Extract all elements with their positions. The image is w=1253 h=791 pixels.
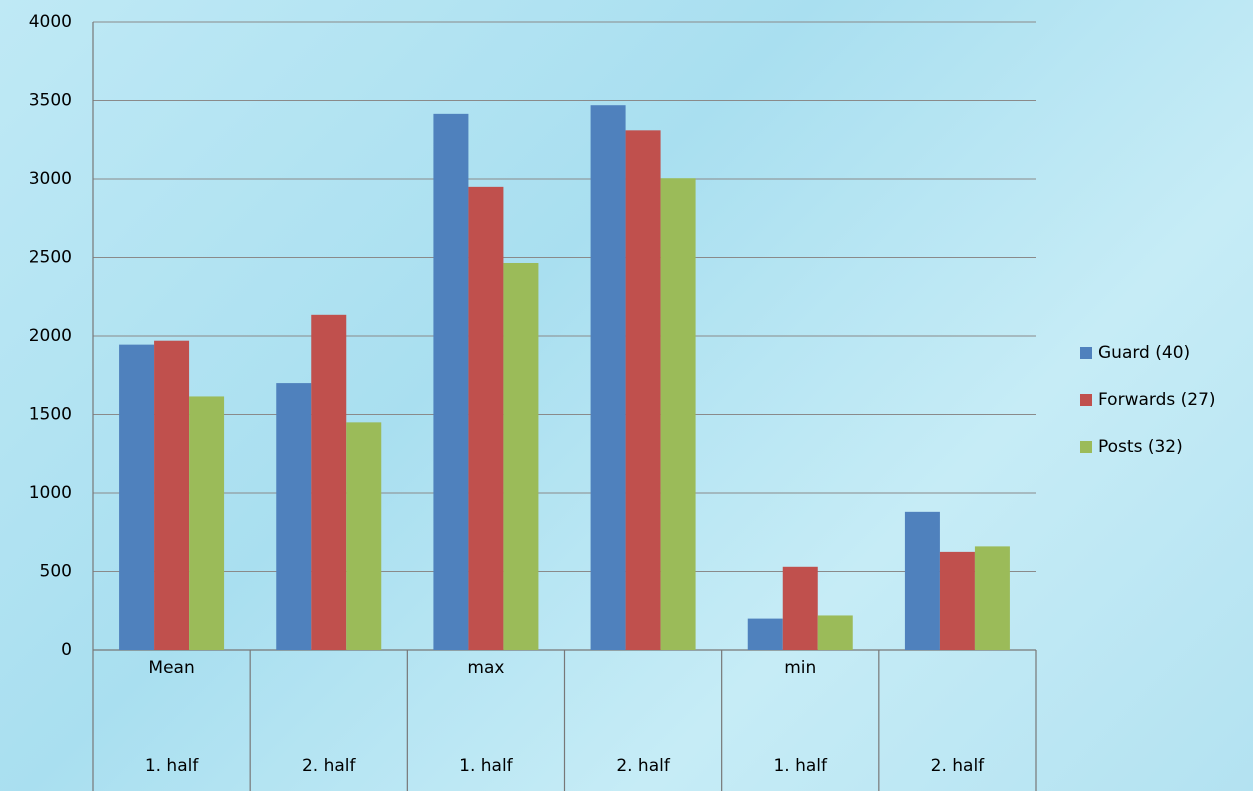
y-tick-label: 500: [40, 562, 72, 582]
bar: [468, 187, 503, 650]
y-tick-label: 1500: [29, 405, 72, 425]
legend-label: Guard (40): [1098, 343, 1190, 363]
y-tick-label: 0: [61, 640, 72, 660]
legend-swatch: [1080, 394, 1092, 406]
x-tick-label: 2. half: [302, 756, 357, 776]
bar: [119, 345, 154, 650]
legend-label: Forwards (27): [1098, 390, 1216, 410]
y-tick-label: 4000: [29, 12, 72, 32]
chart: 0 500 1000 1500 2000 2500 3000 3500 4000 1. half 2…: [0, 0, 1253, 791]
bar: [818, 615, 853, 650]
x-tick-label: 1. half: [459, 756, 514, 776]
y-tick-label: 2000: [29, 326, 72, 346]
x-tick-label: 2. half: [616, 756, 671, 776]
bar: [783, 567, 818, 650]
bar: [661, 178, 696, 650]
bar: [591, 105, 626, 650]
category-group-label: min: [784, 658, 816, 678]
bar: [503, 263, 538, 650]
bar: [433, 114, 468, 650]
y-tick-label: 2500: [29, 248, 72, 268]
bar: [626, 130, 661, 650]
x-tick-label: 1. half: [773, 756, 828, 776]
y-tick-label: 1000: [29, 483, 72, 503]
y-tick-label: 3500: [29, 91, 72, 111]
legend-swatch: [1080, 441, 1092, 453]
bar: [154, 341, 189, 650]
bar: [975, 546, 1010, 650]
bar: [346, 422, 381, 650]
bar: [748, 619, 783, 650]
x-tick-label: 2. half: [931, 756, 986, 776]
bar: [276, 383, 311, 650]
bar: [189, 396, 224, 650]
legend-label: Posts (32): [1098, 437, 1183, 457]
y-tick-label: 3000: [29, 169, 72, 189]
category-group-label: max: [467, 658, 504, 678]
category-group-label: Mean: [148, 658, 194, 678]
bar: [905, 512, 940, 650]
legend-swatch: [1080, 347, 1092, 359]
bar: [311, 315, 346, 650]
x-tick-label: 1. half: [145, 756, 200, 776]
bar: [940, 552, 975, 650]
